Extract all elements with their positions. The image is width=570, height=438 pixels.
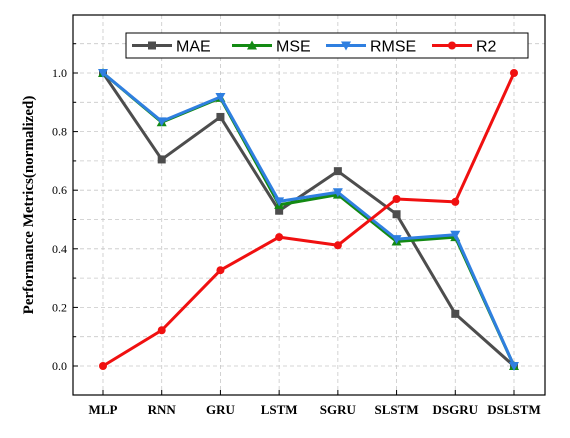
series-line-rmse	[102, 71, 516, 367]
legend-label-rmse: RMSE	[370, 39, 416, 56]
x-tick-label: SLSTM	[375, 402, 419, 417]
data-point-rmse	[509, 362, 519, 371]
y-tick-label: 0.4	[52, 242, 67, 256]
data-point-r2	[216, 266, 225, 275]
legend-marker-rmse	[341, 41, 351, 51]
legend-marker-mae	[148, 41, 156, 50]
data-point-mae	[157, 155, 166, 164]
x-tick-label: GRU	[206, 402, 236, 417]
data-point-mae	[216, 112, 225, 121]
x-tick-label: SGRU	[320, 402, 357, 417]
axes: 0.0 0.2 0.4 0.6 0.8 1.0 MLP RNN GRU LSTM SGRU SLSTM…	[52, 43, 541, 417]
data-point-r2	[392, 194, 401, 203]
series-layer	[98, 68, 519, 371]
y-tick-label: 0.6	[52, 183, 67, 197]
data-point-mae	[275, 206, 284, 215]
data-point-rmse	[274, 197, 285, 207]
data-point-mae	[333, 167, 342, 176]
data-point-r2	[275, 233, 284, 242]
legend-marker-r2	[448, 41, 456, 50]
data-point-r2	[451, 197, 460, 206]
y-tick-label: 0.2	[52, 300, 67, 314]
y-tick-label: 0.0	[52, 359, 67, 373]
data-point-rmse	[332, 188, 343, 198]
series-line-r2	[102, 72, 516, 368]
data-point-mae	[451, 309, 460, 318]
y-tick-label: 1.0	[52, 66, 67, 80]
legend-label-r2: R2	[476, 39, 497, 56]
y-axis-title: Performance Metrics(normalized)	[21, 96, 37, 315]
plot-frame	[72, 14, 546, 396]
series-r2	[99, 69, 518, 370]
data-point-rmse	[391, 235, 402, 245]
series-mse	[98, 68, 519, 370]
data-point-r2	[157, 326, 166, 335]
x-tick-label: DSGRU	[433, 402, 479, 417]
y-tick-label: 0.8	[52, 125, 67, 139]
data-point-rmse	[156, 117, 167, 127]
legend: MAE MSE RMSE R2	[125, 32, 529, 59]
data-point-rmse	[98, 69, 108, 78]
data-point-mae	[392, 210, 401, 219]
x-tick-label: LSTM	[261, 402, 298, 417]
legend-marker-mse	[247, 40, 257, 50]
data-point-rmse	[215, 93, 226, 103]
data-point-r2	[333, 241, 342, 250]
grid-lines	[73, 15, 545, 395]
series-line-mae	[101, 72, 515, 368]
data-point-r2	[510, 69, 518, 77]
legend-label-mse: MSE	[276, 39, 311, 56]
data-point-r2	[99, 362, 107, 370]
x-tick-label: DSLSTM	[487, 402, 540, 417]
series-rmse	[98, 69, 519, 371]
x-tick-label: RNN	[148, 402, 177, 417]
x-tick-label: MLP	[89, 402, 118, 417]
legend-label-mae: MAE	[176, 39, 211, 56]
data-point-rmse	[450, 230, 461, 240]
